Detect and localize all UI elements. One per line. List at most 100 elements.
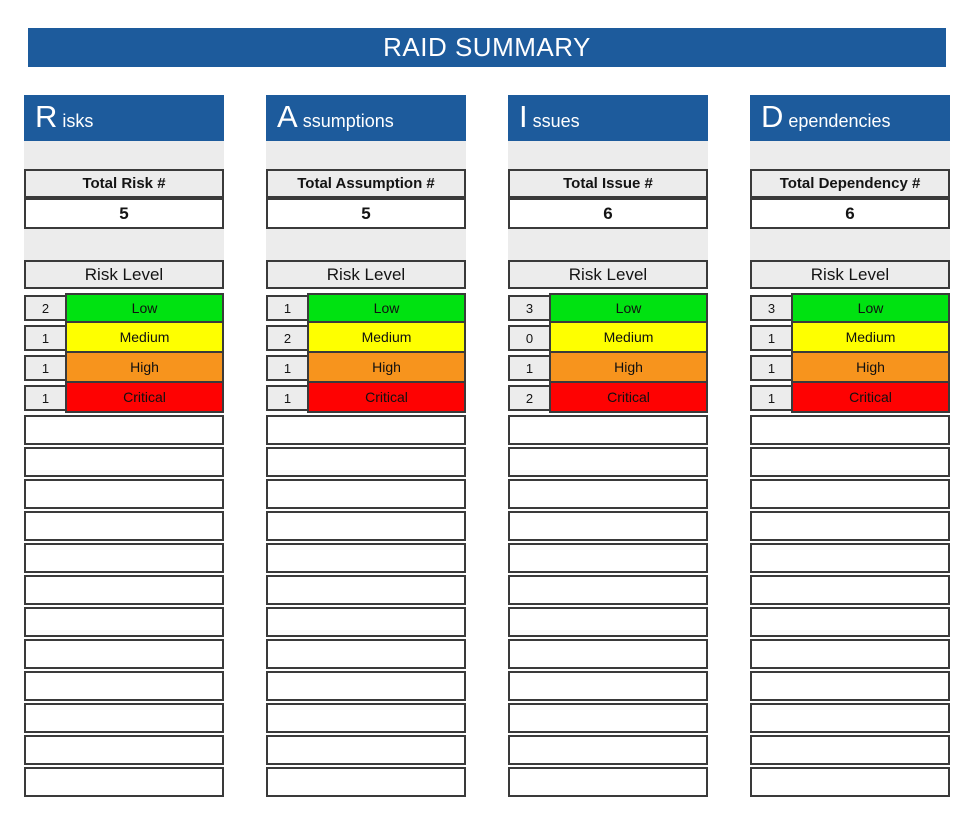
empty-cell[interactable] — [266, 575, 466, 605]
level-label-cell[interactable]: Critical — [307, 383, 466, 413]
empty-rows — [508, 415, 708, 797]
empty-cell[interactable] — [508, 543, 708, 573]
spacer-strip — [750, 229, 950, 260]
level-count-cell[interactable]: 2 — [508, 385, 549, 411]
empty-cell[interactable] — [750, 447, 950, 477]
column-header-rest: ssues — [532, 111, 580, 131]
total-label-cell: Total Assumption # — [266, 169, 466, 198]
empty-cell[interactable] — [266, 735, 466, 765]
empty-cell[interactable] — [266, 479, 466, 509]
level-label-column: Low Medium High Critical — [307, 293, 466, 413]
empty-cell[interactable] — [508, 511, 708, 541]
empty-cell[interactable] — [508, 415, 708, 445]
level-count-cell[interactable]: 0 — [508, 325, 549, 351]
empty-cell[interactable] — [508, 671, 708, 701]
raid-column: I ssues Total Issue # 6 Risk Level 3 0 1 2 … — [508, 95, 708, 797]
empty-cell[interactable] — [266, 703, 466, 733]
column-header: I ssues — [508, 95, 708, 141]
empty-cell[interactable] — [266, 543, 466, 573]
empty-cell[interactable] — [24, 735, 224, 765]
empty-cell[interactable] — [24, 607, 224, 637]
level-count-cell[interactable]: 1 — [750, 355, 791, 381]
risk-level-table: 1 2 1 1 Low Medium High Critical — [266, 293, 466, 413]
level-label-cell[interactable]: Low — [65, 293, 224, 323]
empty-cell[interactable] — [24, 479, 224, 509]
empty-cell[interactable] — [266, 447, 466, 477]
level-count-cell[interactable]: 3 — [750, 295, 791, 321]
empty-cell[interactable] — [750, 639, 950, 669]
level-label-cell[interactable]: High — [65, 353, 224, 383]
empty-cell[interactable] — [266, 415, 466, 445]
level-label-cell[interactable]: Critical — [791, 383, 950, 413]
level-count-cell[interactable]: 1 — [266, 295, 307, 321]
empty-cell[interactable] — [508, 479, 708, 509]
column-header-letter: I — [519, 99, 528, 134]
empty-cell[interactable] — [266, 671, 466, 701]
empty-cell[interactable] — [266, 767, 466, 797]
column-header: D ependencies — [750, 95, 950, 141]
empty-cell[interactable] — [266, 511, 466, 541]
level-count-cell[interactable]: 1 — [24, 325, 65, 351]
level-label-column: Low Medium High Critical — [549, 293, 708, 413]
level-label-cell[interactable]: Low — [307, 293, 466, 323]
empty-cell[interactable] — [750, 511, 950, 541]
level-count-cell[interactable]: 1 — [266, 355, 307, 381]
empty-cell[interactable] — [24, 703, 224, 733]
empty-cell[interactable] — [750, 415, 950, 445]
total-value-cell[interactable]: 6 — [508, 198, 708, 229]
level-label-cell[interactable]: Critical — [549, 383, 708, 413]
level-count-cell[interactable]: 2 — [266, 325, 307, 351]
level-label-cell[interactable]: Medium — [549, 323, 708, 353]
total-value-cell[interactable]: 5 — [24, 198, 224, 229]
level-count-cell[interactable]: 1 — [750, 325, 791, 351]
empty-cell[interactable] — [508, 447, 708, 477]
spacer-strip — [750, 141, 950, 169]
empty-cell[interactable] — [750, 767, 950, 797]
empty-cell[interactable] — [750, 735, 950, 765]
empty-cell[interactable] — [24, 511, 224, 541]
empty-cell[interactable] — [24, 447, 224, 477]
level-label-cell[interactable]: Medium — [791, 323, 950, 353]
level-label-cell[interactable]: High — [791, 353, 950, 383]
empty-cell[interactable] — [24, 671, 224, 701]
level-count-cell[interactable]: 3 — [508, 295, 549, 321]
total-value-cell[interactable]: 6 — [750, 198, 950, 229]
empty-cell[interactable] — [508, 703, 708, 733]
empty-cell[interactable] — [266, 639, 466, 669]
level-label-cell[interactable]: Low — [791, 293, 950, 323]
empty-cell[interactable] — [508, 575, 708, 605]
empty-cell[interactable] — [750, 543, 950, 573]
empty-cell[interactable] — [750, 575, 950, 605]
empty-cell[interactable] — [508, 639, 708, 669]
empty-cell[interactable] — [24, 415, 224, 445]
level-count-cell[interactable]: 1 — [266, 385, 307, 411]
level-label-cell[interactable]: High — [549, 353, 708, 383]
empty-cell[interactable] — [750, 607, 950, 637]
risk-level-header-cell: Risk Level — [266, 260, 466, 289]
empty-cell[interactable] — [24, 543, 224, 573]
level-count-cell[interactable]: 2 — [24, 295, 65, 321]
level-label-cell[interactable]: Low — [549, 293, 708, 323]
empty-cell[interactable] — [266, 607, 466, 637]
level-label-cell[interactable]: Medium — [65, 323, 224, 353]
empty-cell[interactable] — [24, 639, 224, 669]
level-label-cell[interactable]: High — [307, 353, 466, 383]
total-value-cell[interactable]: 5 — [266, 198, 466, 229]
empty-cell[interactable] — [750, 671, 950, 701]
level-label-cell[interactable]: Critical — [65, 383, 224, 413]
empty-cell[interactable] — [24, 767, 224, 797]
level-count-cell[interactable]: 1 — [750, 385, 791, 411]
empty-cell[interactable] — [508, 735, 708, 765]
level-count-cell[interactable]: 1 — [508, 355, 549, 381]
empty-cell[interactable] — [24, 575, 224, 605]
column-header-rest: isks — [62, 111, 94, 131]
empty-cell[interactable] — [750, 479, 950, 509]
empty-rows — [266, 415, 466, 797]
empty-cell[interactable] — [508, 767, 708, 797]
level-count-cell[interactable]: 1 — [24, 385, 65, 411]
empty-cell[interactable] — [508, 607, 708, 637]
empty-cell[interactable] — [750, 703, 950, 733]
level-label-cell[interactable]: Medium — [307, 323, 466, 353]
column-header-letter: A — [277, 99, 298, 134]
level-count-cell[interactable]: 1 — [24, 355, 65, 381]
